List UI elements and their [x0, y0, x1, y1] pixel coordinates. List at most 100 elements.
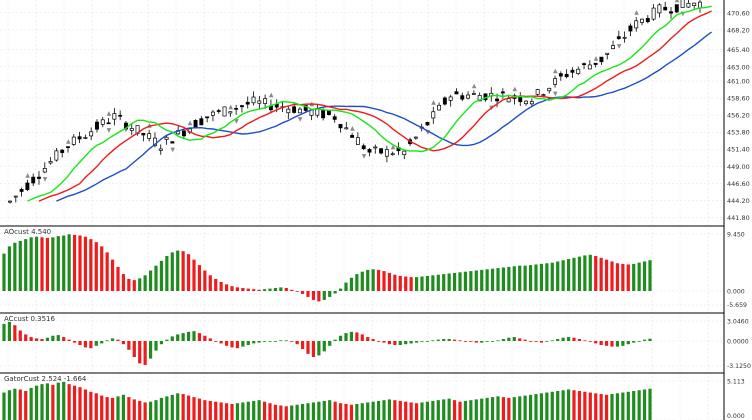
histogram-bar-down [338, 403, 343, 420]
candle-up [541, 94, 546, 96]
fractal-down-marker: ▼ [170, 146, 175, 153]
histogram-bar-down [116, 266, 120, 291]
histogram-bar-up [45, 337, 50, 341]
candle-down [425, 122, 430, 126]
ac-panel: 3.0460 0.0000 -3.1250 [2, 319, 751, 370]
candle-up [13, 195, 18, 198]
histogram-bar-down [610, 341, 614, 347]
histogram-bar-down [219, 341, 223, 344]
histogram-bar-up [583, 255, 587, 291]
price-axis-tick: 453.80 [727, 129, 750, 137]
histogram-bar-up [431, 340, 435, 342]
histogram-bar-down [284, 406, 288, 420]
histogram-bar-up [235, 403, 240, 420]
histogram-bar-up [56, 236, 60, 291]
gator-panel: 5.113 0.000 [2, 379, 745, 420]
histogram-bar-up [490, 268, 495, 291]
histogram-bar-up [121, 394, 126, 420]
fractal-up-marker: ▲ [391, 144, 396, 151]
histogram-bar-down [604, 394, 609, 420]
histogram-bar-up [252, 400, 256, 420]
histogram-bar-down [224, 341, 229, 346]
histogram-bar-up [523, 265, 527, 291]
candle-down [60, 149, 65, 153]
fractal-up-marker: ▲ [228, 103, 233, 110]
histogram-bar-down [34, 338, 39, 341]
candle-up [54, 150, 59, 161]
histogram-bar-down [599, 394, 603, 420]
histogram-bar-up [512, 266, 516, 291]
histogram-bar-up [176, 334, 180, 341]
candle-up [634, 20, 639, 29]
histogram-bar-down [382, 271, 386, 291]
histogram-bar-up [528, 394, 533, 420]
fractal-up-marker: ▲ [66, 138, 71, 145]
candle-up [83, 137, 88, 139]
histogram-bar-up [512, 397, 516, 420]
histogram-bar-down [51, 384, 55, 420]
histogram-bar-up [561, 260, 565, 291]
histogram-bar-down [72, 341, 77, 343]
candle-up [553, 78, 557, 85]
histogram-bar-up [262, 289, 267, 291]
candle-down [599, 56, 604, 63]
histogram-bar-up [262, 341, 267, 342]
histogram-bar-down [290, 289, 294, 291]
histogram-bar-down [110, 397, 115, 420]
histogram-bar-up [626, 341, 630, 345]
fractal-up-marker: ▲ [472, 82, 477, 89]
candle-down [239, 105, 244, 108]
price-axis-tick: 449.00 [727, 163, 750, 171]
histogram-bar-down [230, 341, 234, 348]
histogram-bar-up [333, 339, 337, 341]
histogram-bar-up [317, 401, 321, 420]
histogram-bar-down [355, 332, 359, 341]
candle-down [19, 189, 24, 192]
histogram-bar-up [534, 394, 538, 420]
histogram-bar-down [306, 341, 310, 354]
candle-up [71, 136, 76, 145]
histogram-bar-up [154, 341, 158, 351]
candle-up [257, 100, 262, 104]
price-axis-tick: 446.60 [727, 180, 750, 188]
histogram-bar-down [208, 338, 212, 341]
histogram-bar-up [360, 271, 364, 291]
histogram-bar-up [284, 340, 288, 342]
histogram-bar-up [632, 263, 636, 291]
histogram-bar-up [442, 274, 446, 291]
alligator-lips-line [27, 5, 712, 202]
histogram-bar-up [246, 341, 250, 345]
histogram-bar-up [621, 341, 625, 346]
histogram-bar-up [648, 338, 652, 341]
histogram-bar-down [463, 341, 468, 342]
histogram-bar-down [268, 403, 272, 420]
histogram-bar-up [528, 265, 533, 291]
candle-down [645, 18, 650, 23]
frame-layer [0, 0, 725, 420]
histogram-bar-up [317, 341, 321, 356]
histogram-bar-down [604, 341, 609, 346]
histogram-bar-up [159, 341, 164, 345]
histogram-bar-down [621, 263, 625, 291]
histogram-bar-up [349, 331, 354, 341]
histogram-bar-up [355, 274, 359, 291]
histogram-bar-down [94, 393, 98, 420]
histogram-bar-down [192, 259, 196, 291]
histogram-bar-up [170, 336, 174, 341]
candle-down [25, 182, 30, 190]
histogram-bar-up [420, 276, 424, 291]
histogram-bar-down [121, 341, 126, 345]
candle-down [442, 97, 447, 105]
histogram-bar-up [545, 341, 549, 342]
candle-down [495, 98, 500, 102]
fractal-up-marker: ▲ [147, 122, 152, 129]
candle-up [431, 111, 436, 119]
histogram-bar-up [463, 271, 468, 291]
histogram-bar-up [273, 341, 278, 342]
candle-down [118, 114, 123, 117]
histogram-bar-down [29, 337, 33, 341]
histogram-bar-up [328, 341, 332, 346]
histogram-bar-up [105, 340, 109, 342]
candle-up [437, 104, 442, 111]
candle-down [663, 6, 668, 11]
